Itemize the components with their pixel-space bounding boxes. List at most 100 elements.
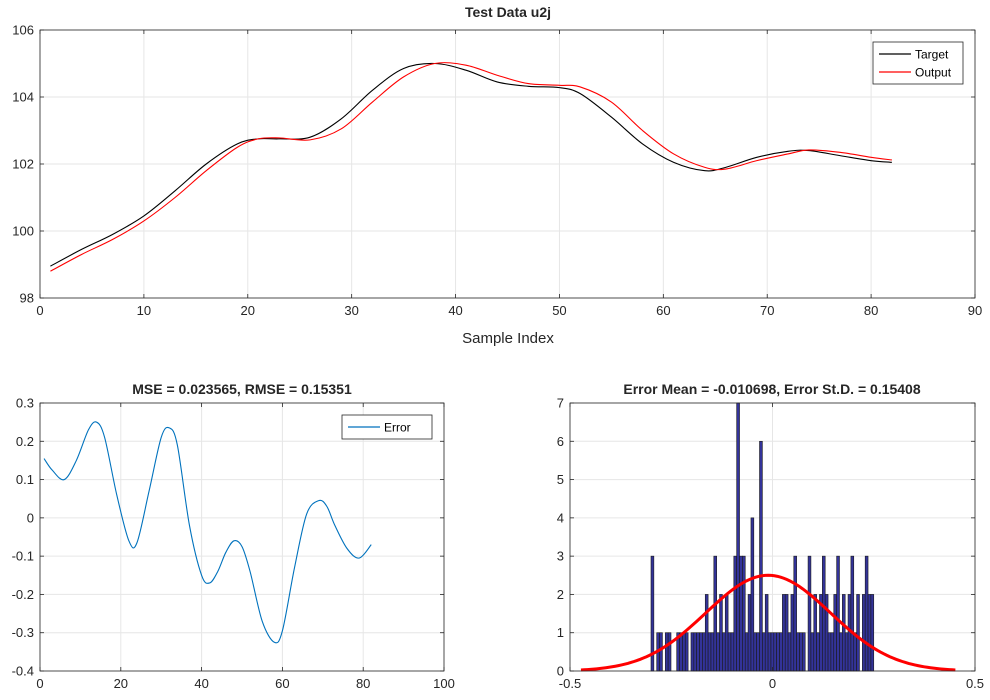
- histogram-bar: [724, 594, 729, 672]
- top-chart-title: Test Data u2j: [465, 4, 551, 20]
- histogram-bar: [856, 594, 860, 672]
- x-tick-label: -0.5: [559, 676, 581, 691]
- legend-label-output: Output: [915, 66, 952, 80]
- histogram-bar: [684, 632, 689, 672]
- histogram-bar: [796, 632, 800, 672]
- histogram-bar: [810, 632, 815, 672]
- histogram-bar: [853, 632, 857, 672]
- x-tick-label: 100: [433, 676, 455, 691]
- histogram-bar: [824, 594, 829, 672]
- y-tick-label: 7: [557, 396, 564, 411]
- histogram-bar: [679, 632, 683, 672]
- histogram-bar: [750, 517, 755, 672]
- histogram-bar: [822, 555, 826, 672]
- histogram-bar: [659, 632, 663, 672]
- histogram-bar: [793, 555, 797, 672]
- y-tick-label: 2: [557, 587, 564, 602]
- x-tick-label: 50: [552, 303, 566, 318]
- y-tick-label: 5: [557, 472, 564, 487]
- x-tick-label: 0: [36, 303, 43, 318]
- histogram-bar: [753, 632, 757, 672]
- histogram-bar: [730, 632, 735, 672]
- target-output-panel: Test Data u2j Sample Index Target Output 0…: [12, 4, 982, 347]
- histogram-bar: [713, 555, 717, 672]
- x-tick-label: 0: [36, 676, 43, 691]
- histogram-bar: [839, 632, 843, 672]
- y-tick-label: 104: [12, 90, 34, 105]
- error-line-panel: MSE = 0.023565, RMSE = 0.15351 Error 0 20 4…: [12, 381, 455, 691]
- y-tick-label: 1: [557, 625, 564, 640]
- histogram-bar: [862, 594, 866, 672]
- histogram-bar: [682, 632, 686, 672]
- series-line-error: [43, 421, 372, 644]
- histogram-bar: [767, 632, 772, 672]
- histogram-bar: [787, 632, 792, 672]
- x-tick-label: 30: [344, 303, 358, 318]
- histogram-bar: [816, 632, 820, 672]
- histogram-bar: [827, 632, 832, 672]
- histogram-bar: [704, 594, 709, 672]
- legend-label-error: Error: [384, 421, 411, 435]
- top-chart-xlabel: Sample Index: [462, 330, 554, 347]
- x-tick-label: 60: [275, 676, 289, 691]
- x-tick-label: 80: [356, 676, 370, 691]
- x-tick-label: 20: [114, 676, 128, 691]
- y-tick-label: 4: [557, 510, 564, 525]
- histogram-bar: [830, 632, 835, 672]
- histogram-bar: [756, 632, 760, 672]
- axes-box: [39, 402, 445, 672]
- histogram-bar: [699, 632, 703, 672]
- histogram-chart-title: Error Mean = -0.010698, Error St.D. = 0.…: [623, 381, 920, 397]
- histogram-bar: [667, 632, 672, 672]
- histogram-bar: [733, 555, 737, 672]
- histogram-bar: [702, 632, 706, 672]
- histogram-bar: [696, 632, 700, 672]
- y-tick-label: 0.1: [16, 472, 34, 487]
- histogram-bar: [693, 632, 697, 672]
- histogram-bar: [710, 632, 715, 672]
- x-tick-label: 70: [760, 303, 774, 318]
- legend: Target Output: [872, 41, 964, 85]
- histogram-bar: [867, 594, 872, 672]
- y-tick-label: -0.4: [12, 664, 34, 679]
- y-tick-label: 3: [557, 549, 564, 564]
- histogram-bar: [736, 402, 740, 672]
- histogram-bar: [722, 632, 726, 672]
- histogram-bar: [773, 632, 777, 672]
- histogram-bar: [807, 555, 812, 672]
- histogram-bar: [762, 632, 766, 672]
- error-chart-title: MSE = 0.023565, RMSE = 0.15351: [132, 381, 352, 397]
- x-tick-label: 80: [864, 303, 878, 318]
- histogram-bar: [813, 594, 817, 672]
- axes-background: [40, 403, 444, 671]
- histogram-bar: [690, 632, 695, 672]
- histogram-bar: [759, 440, 763, 672]
- histogram-bar: [790, 594, 795, 672]
- y-tick-label: 0: [557, 664, 564, 679]
- y-tick-label: 0.2: [16, 434, 34, 449]
- histogram-bar: [664, 632, 669, 672]
- histogram-bar: [742, 555, 746, 672]
- y-tick-label: 98: [20, 291, 34, 306]
- y-tick-label: -0.1: [12, 549, 34, 564]
- histogram-bar: [770, 632, 775, 672]
- histogram-bar: [716, 632, 720, 672]
- histogram-bar: [707, 632, 712, 672]
- legend-label-target: Target: [915, 48, 949, 62]
- legend-box: [872, 41, 964, 85]
- histogram-bar: [739, 555, 743, 672]
- x-tick-label: 0: [769, 676, 776, 691]
- histogram-bar: [799, 632, 803, 672]
- y-tick-label: 106: [12, 23, 34, 38]
- x-tick-label: 40: [448, 303, 462, 318]
- histogram-bar: [784, 594, 789, 672]
- histogram-bar: [870, 594, 875, 672]
- histogram-bar: [864, 555, 869, 672]
- histogram-bar: [779, 632, 783, 672]
- y-tick-label: -0.3: [12, 625, 34, 640]
- y-tick-label: 6: [557, 434, 564, 449]
- x-tick-label: 60: [656, 303, 670, 318]
- y-tick-label: 100: [12, 224, 34, 239]
- histogram-bar: [776, 632, 780, 672]
